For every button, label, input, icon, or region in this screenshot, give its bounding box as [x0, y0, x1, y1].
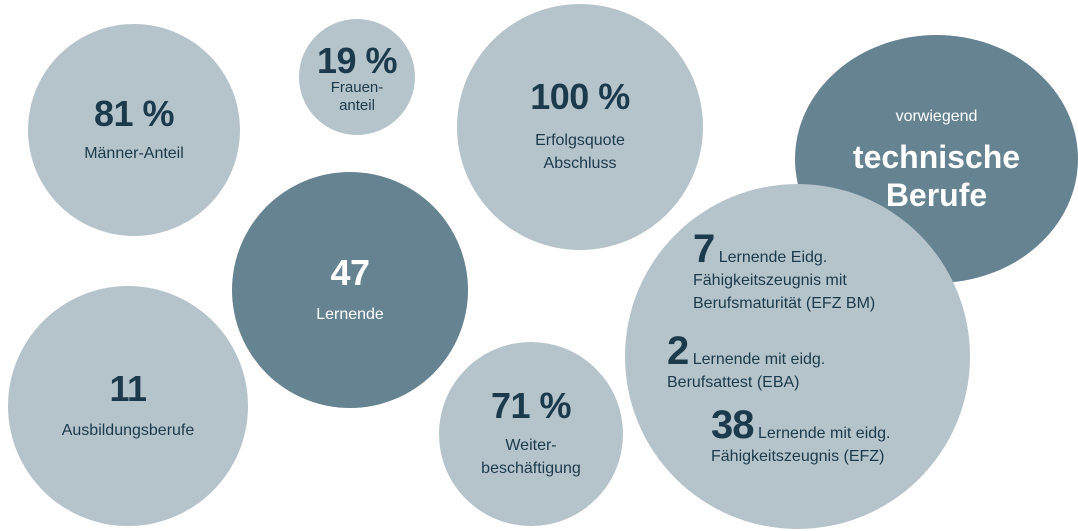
efz-value: 38 — [711, 403, 754, 447]
technisch-line1: technische — [852, 138, 1021, 175]
entry-efz: 38 Lernende mit eidg. Fähigkeitszeugnis … — [711, 405, 951, 468]
erfolg-label-line2: Abschluss — [543, 155, 617, 172]
maenner-label: Männer-Anteil — [84, 144, 184, 162]
ausbildung-label: Ausbildungsberufe — [61, 421, 195, 439]
efz-text-line1: Lernende mit eidg. — [757, 425, 891, 442]
bubble-erfolgsquote: 100 % Erfolgsquote Abschluss — [457, 4, 703, 250]
lernende-value: 47 — [330, 251, 370, 293]
lernende-label: Lernende — [316, 305, 384, 323]
efz-bm-value: 7 — [693, 227, 715, 271]
bubble-frauen-anteil: 19 % Frauen- anteil — [299, 19, 415, 135]
eba-text-line2: Berufsattest (EBA) — [667, 374, 800, 391]
technisch-intro: vorwiegend — [895, 107, 978, 125]
bubble-weiterbeschaeftigung: 71 % Weiter- beschäftigung — [439, 342, 623, 526]
efz-bm-text-line2: Fähigkeitszeugnis mit — [693, 272, 847, 289]
eba-value: 2 — [667, 329, 689, 373]
entry-efz-bm: 7 Lernende Eidg. Fähigkeitszeugnis mit B… — [693, 229, 933, 315]
entry-eba: 2 Lernende mit eidg. Berufsattest (EBA) — [667, 331, 907, 394]
erfolg-value: 100 % — [530, 76, 630, 117]
technisch-line2: Berufe — [885, 176, 988, 213]
efz-bm-text-line1: Lernende Eidg. — [718, 249, 828, 266]
frauen-value: 19 % — [316, 40, 398, 81]
maenner-value: 81 % — [93, 92, 175, 134]
efz-text-line2: Fähigkeitszeugnis (EFZ) — [711, 448, 885, 465]
bubble-ausbildungsberufe: 11 Ausbildungsberufe — [8, 286, 248, 526]
bubble-abschluss-arten: 7 Lernende Eidg. Fähigkeitszeugnis mit B… — [625, 184, 970, 529]
weiter-label-line2: beschäftigung — [481, 460, 581, 477]
efz-bm-text-line3: Berufsmaturität (EFZ BM) — [693, 295, 876, 312]
frauen-label-line1: Frauen- — [330, 79, 384, 96]
bubble-lernende: 47 Lernende — [232, 172, 468, 408]
weiter-value: 71 % — [490, 385, 572, 426]
weiter-label-line1: Weiter- — [505, 437, 557, 454]
bubble-maenner-anteil: 81 % Männer-Anteil — [28, 24, 240, 236]
frauen-label-line2: anteil — [339, 97, 375, 114]
eba-text-line1: Lernende mit eidg. — [692, 351, 826, 368]
erfolg-label-line1: Erfolgsquote — [535, 132, 625, 149]
ausbildung-value: 11 — [109, 367, 147, 409]
